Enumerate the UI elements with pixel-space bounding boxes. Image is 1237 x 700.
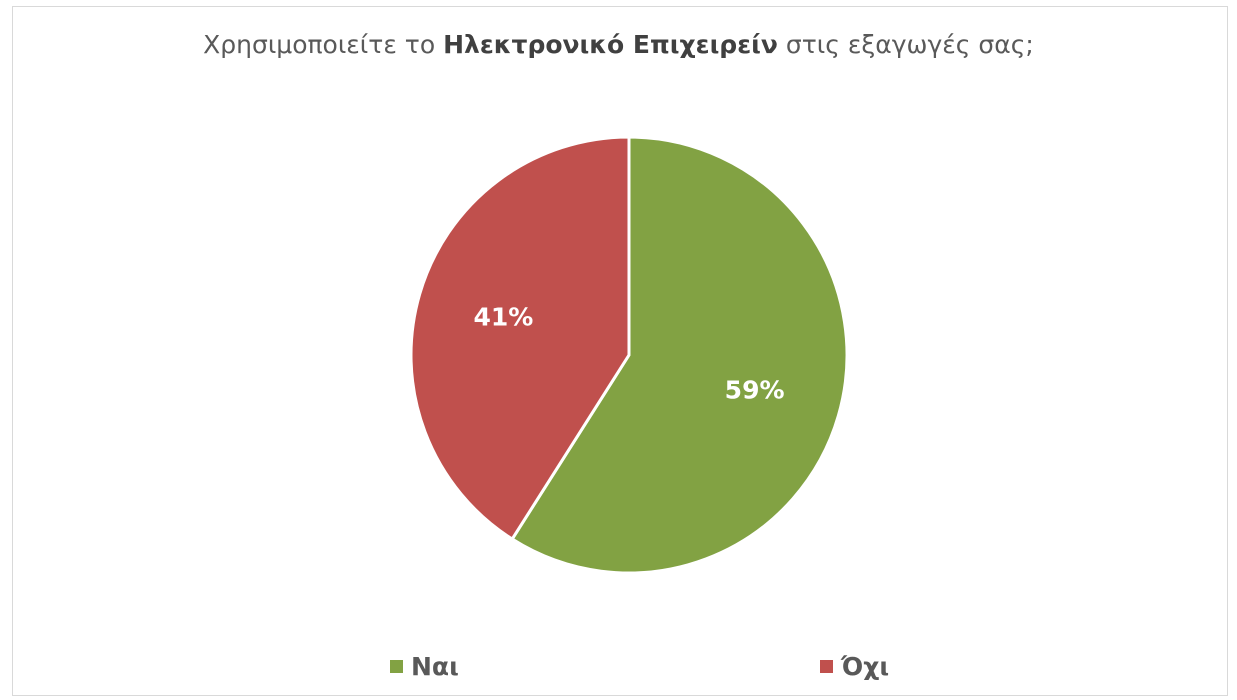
legend-swatch-nai <box>390 660 403 673</box>
pie-slice-label-1: 41% <box>473 303 533 332</box>
pie-slice-label-0: 59% <box>725 375 785 404</box>
legend-item-ochi: Όχι <box>820 652 889 681</box>
legend-label-ochi: Όχι <box>841 652 890 681</box>
legend-label-nai: Ναι <box>411 652 459 681</box>
chart-title-emphasis: Ηλεκτρονικό Επιχειρείν <box>443 30 778 59</box>
legend-item-nai: Ναι <box>390 652 459 681</box>
pie-slice-1 <box>409 135 631 541</box>
chart-title-suffix: στις εξαγωγές σας; <box>777 30 1034 59</box>
pie-slice-0 <box>510 135 849 575</box>
legend-swatch-ochi <box>820 660 833 673</box>
chart-legend: Ναι Όχι <box>0 652 1237 688</box>
chart-title-prefix: Χρησιμοποιείτε το <box>203 30 444 59</box>
chart-title: Χρησιμοποιείτε το Ηλεκτρονικό Επιχειρείν… <box>0 30 1237 59</box>
